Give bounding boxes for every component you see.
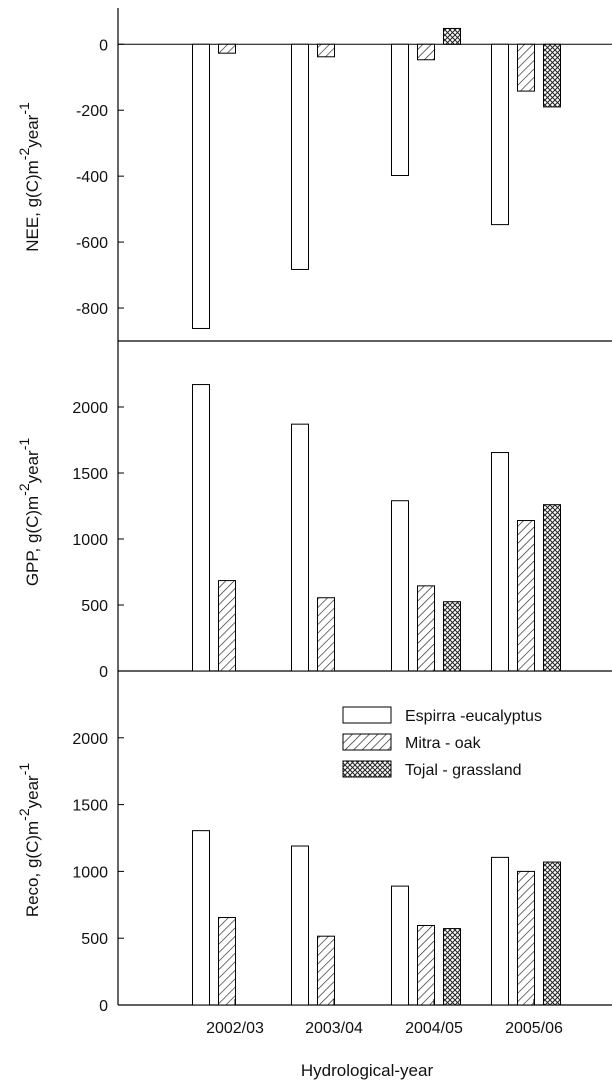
legend-swatch-espirra [342,706,392,724]
legend-swatch-mitra [342,733,392,751]
nee-y-tick-label: -200 [76,103,108,120]
reco-bar-espirra [391,885,409,1006]
nee-bar-mitra [417,43,435,61]
reco-y-tick-label: 500 [81,931,108,948]
reco-y-tick-label: 2000 [72,731,108,748]
reco-bar-tojal [543,861,561,1006]
legend: Espirra -eucalyptus Mitra - oak Tojal - … [342,706,542,779]
gpp-bar-mitra [417,585,435,672]
nee-y-tick-label: 0 [99,37,108,54]
reco-y-tick-label: 0 [99,998,108,1015]
nee-y-tick-label: -600 [76,235,108,252]
reco-bar-tojal [443,928,461,1006]
reco-bar-mitra [417,925,435,1006]
nee-bar-tojal [443,27,461,45]
gpp-bar-espirra [491,452,509,672]
gpp-y-tick-label: 2000 [72,400,108,417]
reco-bar-espirra [291,845,309,1006]
nee-bar-mitra [317,43,335,58]
gpp-y-tick-label: 1500 [72,466,108,483]
reco-x-tick-label: 2005/06 [505,1020,563,1037]
reco-panel: 0 500 1000 1500 2000 2002/03 2003/04 2004/05 200… [16,671,612,1037]
reco-y-tick-label: 1500 [72,798,108,815]
gpp-bar-mitra [218,580,236,672]
gpp-y-axis-label: GPP, g(C)m-2year-1 [16,438,42,587]
gpp-bar-mitra [317,597,335,672]
nee-bar-mitra [517,43,535,92]
legend-label-mitra: Mitra - oak [405,735,482,752]
reco-bar-mitra [317,935,335,1006]
nee-plot: 0 -200 -400 -600 -800 [76,8,612,342]
nee-bar-espirra [491,43,509,226]
nee-y-tick-label: -800 [76,301,108,318]
reco-bar-mitra [218,916,236,1006]
reco-x-tick-label: 2002/03 [206,1020,264,1037]
reco-x-tick-label: 2003/04 [305,1020,363,1037]
nee-bar-espirra [192,43,210,329]
gpp-bar-mitra [517,520,535,672]
gpp-y-tick-label: 500 [81,598,108,615]
legend-swatch-tojal [342,760,392,778]
gpp-plot: 0 500 1000 1500 2000 [72,341,612,681]
gpp-panel: 0 500 1000 1500 2000 GPP, g(C)m-2year-1 [16,341,612,681]
nee-bar-espirra [391,43,409,176]
reco-bar-espirra [491,856,509,1006]
gpp-bar-espirra [391,500,409,672]
reco-x-tick-label: 2004/05 [405,1020,463,1037]
gpp-bar-tojal [443,601,461,672]
gpp-bar-tojal [543,504,561,672]
gpp-y-tick-label: 0 [99,664,108,681]
legend-label-espirra: Espirra -eucalyptus [405,708,542,725]
x-axis-label: Hydrological-year [301,1061,434,1080]
nee-y-axis-label: NEE, g(C)m-2year-1 [16,102,42,252]
legend-label-tojal: Tojal - grassland [405,762,522,779]
nee-y-tick-label: -400 [76,169,108,186]
gpp-bar-espirra [291,423,309,672]
gpp-bar-espirra [192,384,210,672]
nee-panel: 0 -200 -400 -600 -800 NEE, g(C)m-2year-1 [16,8,612,342]
gpp-y-tick-label: 1000 [72,532,108,549]
nee-bar-espirra [291,43,309,270]
nee-bar-mitra [218,43,236,54]
reco-bar-espirra [192,830,210,1006]
reco-bar-mitra [517,870,535,1006]
reco-y-tick-label: 1000 [72,864,108,881]
nee-bar-tojal [543,43,561,108]
reco-plot: 0 500 1000 1500 2000 2002/03 2003/04 2004/05 200… [72,671,612,1037]
reco-y-axis-label: Reco, g(C)m-2year-1 [16,763,42,918]
